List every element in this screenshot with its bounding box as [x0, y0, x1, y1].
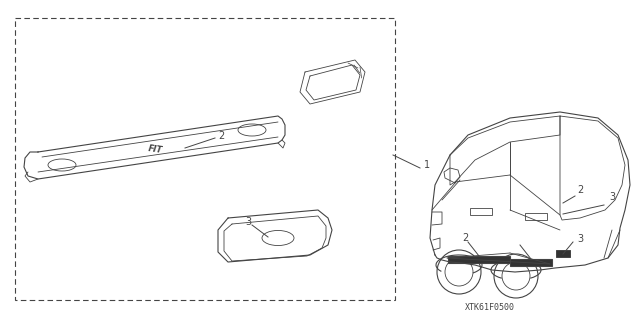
Text: 3: 3 — [609, 192, 615, 202]
Bar — [470, 208, 492, 215]
Bar — [525, 213, 547, 220]
Text: XTK61F0500: XTK61F0500 — [465, 303, 515, 313]
Text: 2: 2 — [577, 185, 583, 195]
Bar — [15, 18, 395, 300]
Bar — [510, 259, 552, 266]
Text: 2: 2 — [462, 233, 468, 243]
Text: 1: 1 — [424, 160, 430, 170]
Text: 3: 3 — [577, 234, 583, 244]
Text: 2: 2 — [218, 131, 224, 141]
Text: 3: 3 — [245, 217, 251, 227]
Bar — [556, 250, 570, 257]
Bar — [448, 256, 510, 263]
Text: FIT: FIT — [147, 145, 163, 155]
